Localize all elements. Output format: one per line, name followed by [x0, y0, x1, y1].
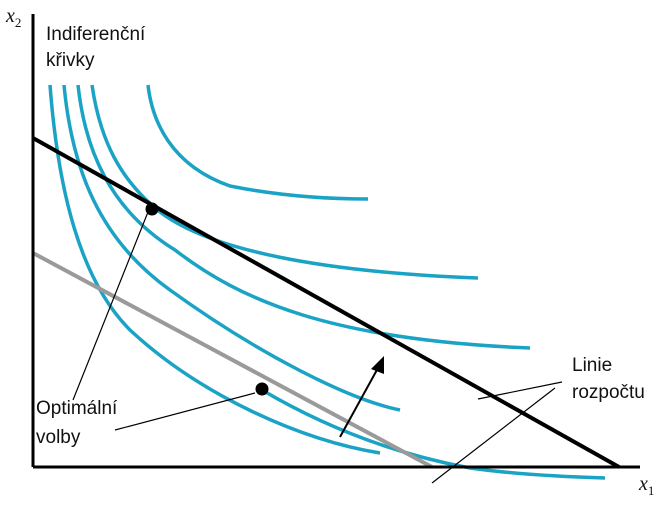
indifference-curves: [48, 84, 606, 480]
budget-line-old: [32, 251, 433, 469]
indifference-curve-3: [76, 84, 531, 350]
optimal-point-old: [255, 382, 269, 396]
indifference-label-line2: křivky: [46, 50, 95, 71]
indifference-label-line1: Indiferenční: [46, 24, 146, 45]
y-axis-var: x: [5, 5, 15, 27]
x-axis-label: x1: [638, 473, 654, 498]
optimal-point-new: [145, 202, 159, 216]
indifference-curve-5: [48, 84, 381, 455]
y-axis-label: x2: [5, 5, 21, 30]
optimal-label-line2: volby: [36, 427, 81, 448]
budget-line-new: [32, 136, 620, 469]
leader-budget-new: [477, 381, 563, 400]
y-axis-subscript: 2: [15, 15, 22, 30]
indifference-curve-1: [146, 84, 369, 201]
indifference-curve-2: [90, 84, 479, 280]
x-axis-var: x: [638, 473, 648, 495]
budget-label-line1: Linie: [572, 355, 612, 376]
shift-arrow-head: [371, 356, 384, 374]
x-axis-subscript: 1: [648, 483, 655, 498]
optimal-label-line1: Optimální: [36, 398, 118, 419]
budget-label-line2: rozpočtu: [572, 382, 645, 403]
leader-lines: [72, 211, 563, 484]
leader-budget-old: [431, 387, 556, 484]
shift-arrow-shaft: [339, 367, 379, 438]
leader-optimal-lower: [114, 392, 256, 431]
leader-optimal-upper: [72, 211, 149, 401]
